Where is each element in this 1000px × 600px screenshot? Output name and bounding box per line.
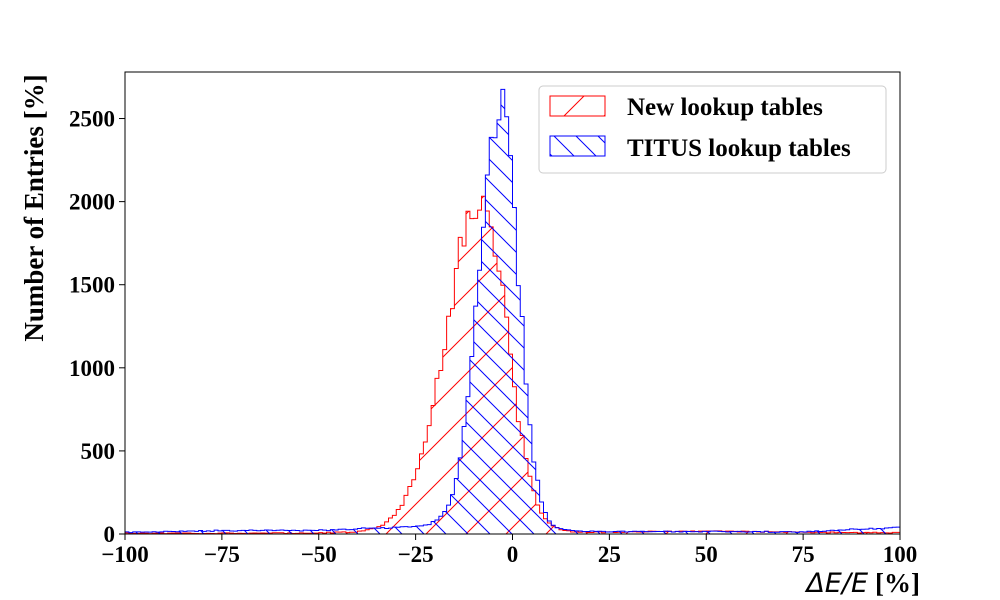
legend-box	[538, 85, 887, 174]
x-axis-label: ΔE/E [%]	[804, 568, 920, 599]
x-axis-label-math: ΔE/E	[804, 568, 868, 599]
x-axis-label-unit: [%]	[875, 568, 920, 598]
y-tick-label: 2500	[69, 107, 115, 132]
y-tick-label: 1500	[69, 273, 115, 298]
y-tick-label: 1000	[69, 356, 115, 381]
legend-swatch-titus	[549, 135, 606, 157]
legend: New lookup tables TITUS lookup tables	[538, 85, 887, 174]
y-axis-label: Number of Entries [%]	[19, 74, 49, 341]
y-axis: 0 500 1000 1500 2000 2500	[69, 107, 125, 547]
histogram-outline	[125, 88, 900, 534]
x-tick-label: 100	[883, 542, 918, 567]
x-tick-label: −50	[301, 542, 337, 567]
legend-swatch-new	[549, 95, 606, 117]
x-tick-label: 75	[792, 542, 815, 567]
x-tick-label: −75	[204, 542, 240, 567]
x-tick-label: 50	[695, 542, 718, 567]
y-tick-label: 500	[81, 439, 116, 464]
x-tick-label: −100	[101, 542, 149, 567]
x-tick-label: −25	[398, 542, 434, 567]
series-layer	[125, 88, 900, 534]
legend-label-new: New lookup tables	[627, 94, 823, 121]
x-tick-label: 25	[598, 542, 621, 567]
series-titus-lookup	[125, 88, 900, 534]
legend-label-titus: TITUS lookup tables	[627, 135, 851, 162]
x-axis: −100 −75 −50 −25 0 25 50 75 100	[101, 534, 917, 567]
histogram-fill	[125, 89, 900, 534]
y-tick-label: 0	[104, 522, 116, 547]
y-tick-label: 2000	[69, 190, 115, 215]
x-tick-label: 0	[507, 542, 519, 567]
